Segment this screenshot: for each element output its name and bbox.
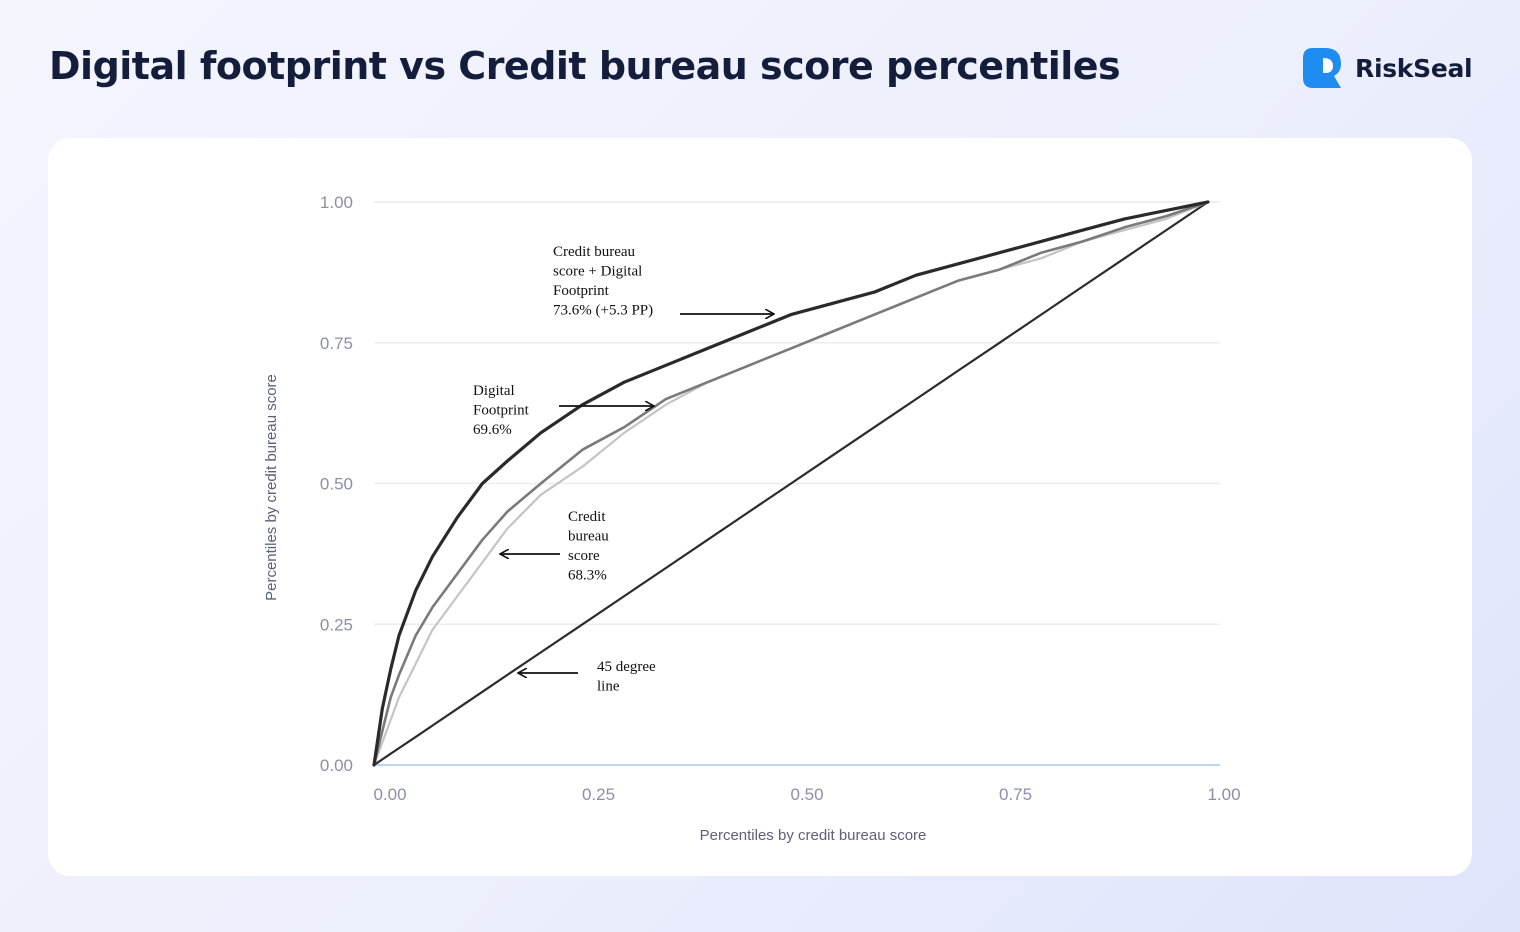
page-title: Digital footprint vs Credit bureau score…	[49, 44, 1121, 88]
roc-chart: 0.00 0.25 0.50 0.75 1.00 0.00 0.25 0.50 0.75 1.00…	[263, 193, 1241, 844]
annotation-diagonal: 45 degree line	[597, 659, 656, 695]
y-tick-label: 1.00	[320, 193, 353, 212]
y-tick-label: 0.50	[320, 475, 353, 494]
x-tick-label: 0.50	[790, 785, 823, 804]
x-tick-label: 0.75	[999, 785, 1032, 804]
annotation-bureau: Credit bureau score 68.3%	[568, 509, 609, 584]
series-line-bureau	[372, 200, 1210, 767]
series-line-digital	[372, 200, 1210, 767]
chart-card: 0.00 0.25 0.50 0.75 1.00 0.00 0.25 0.50 0.75 1.00…	[48, 138, 1472, 876]
x-axis-label: Percentiles by credit bureau score	[700, 827, 927, 844]
series-line-diagonal	[372, 200, 1210, 767]
y-tick-label: 0.75	[320, 334, 353, 353]
annotation-combined: Credit bureau score + Digital Footprint 73.…	[553, 244, 653, 319]
series-line-combined	[372, 200, 1210, 767]
x-tick-label: 0.25	[582, 785, 615, 804]
y-tick-label: 0.00	[320, 756, 353, 775]
brand-logo: RiskSeal	[1303, 48, 1473, 88]
annotation-digital: Digital Footprint 69.6%	[473, 383, 530, 438]
riskseal-logo-icon	[1303, 48, 1341, 88]
y-axis-label: Percentiles by credit bureau score	[263, 374, 280, 601]
x-tick-label: 1.00	[1207, 785, 1240, 804]
x-tick-label: 0.00	[373, 785, 406, 804]
brand-name: RiskSeal	[1355, 53, 1473, 83]
y-tick-label: 0.25	[320, 615, 353, 634]
